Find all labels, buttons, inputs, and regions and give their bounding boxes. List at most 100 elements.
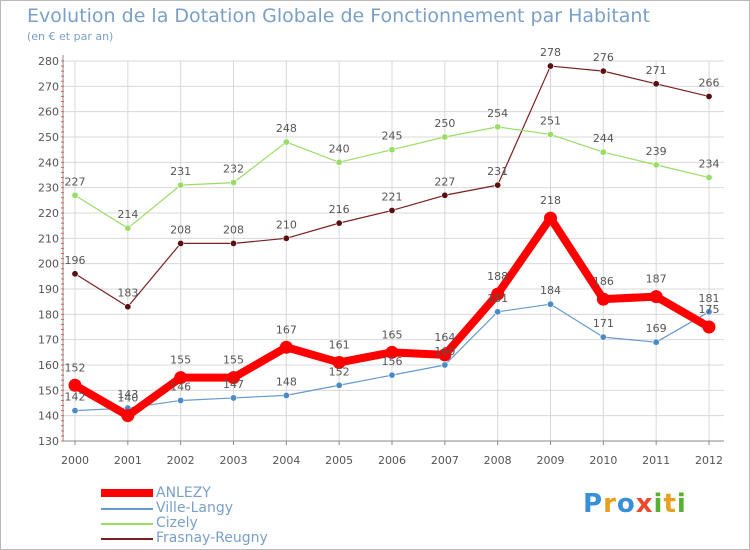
series-layer	[68, 62, 716, 423]
data-label-frasnay-reugny-2008: 231	[487, 165, 508, 178]
data-label-cizely-2011: 239	[646, 145, 667, 158]
y-tick-label-180: 180	[38, 308, 59, 321]
data-point-frasnay-reugny-2006	[388, 206, 396, 214]
logo-letter: x	[635, 489, 654, 519]
data-label-cizely-2012: 234	[699, 158, 720, 171]
y-tick-label-280: 280	[38, 55, 59, 68]
data-label-ville-langy-2002: 146	[170, 380, 191, 393]
data-label-anlezy-2006: 165	[382, 328, 403, 341]
data-label-anlezy-2003: 155	[223, 354, 244, 367]
data-point-frasnay-reugny-2011	[652, 80, 660, 88]
data-point-cizely-2001	[124, 224, 132, 232]
x-tick-label-2005: 2005	[325, 454, 353, 467]
data-point-cizely-2000	[71, 191, 79, 199]
axis-layer: 130 140 150 160 170 180 190 200 210 220 230 240 250 2…	[38, 55, 724, 467]
data-label-anlezy-2005: 161	[329, 338, 350, 351]
data-point-anlezy-2005	[332, 355, 346, 369]
data-point-cizely-2006	[388, 146, 396, 154]
data-label-anlezy-2012: 175	[699, 303, 720, 316]
data-point-frasnay-reugny-2004	[282, 234, 290, 242]
data-label-ville-langy-2007: 160	[434, 345, 455, 358]
data-label-frasnay-reugny-2011: 271	[646, 64, 667, 77]
proxiti-logo: Proxiti	[583, 489, 687, 519]
data-label-ville-langy-2012: 181	[699, 292, 720, 305]
data-label-cizely-2000: 227	[65, 175, 86, 188]
y-tick-label-190: 190	[38, 283, 59, 296]
data-label-frasnay-reugny-2002: 208	[170, 223, 191, 236]
legend-label-cizely: Cizely	[156, 515, 198, 531]
y-tick-label-240: 240	[38, 156, 59, 169]
data-label-anlezy-2009: 218	[540, 194, 561, 207]
data-label-anlezy-2007: 164	[434, 331, 455, 344]
grid-layer	[63, 60, 724, 442]
data-label-frasnay-reugny-2005: 216	[329, 203, 350, 216]
y-tick-label-260: 260	[38, 106, 59, 119]
x-tick-label-2006: 2006	[378, 454, 406, 467]
data-point-anlezy-2009	[544, 211, 557, 225]
data-label-ville-langy-2005: 152	[329, 365, 350, 378]
y-tick-label-250: 250	[38, 131, 59, 144]
data-point-anlezy-2000	[68, 378, 82, 392]
data-point-anlezy-2002	[174, 371, 188, 385]
logo-letter: r	[603, 489, 617, 519]
data-label-cizely-2003: 232	[223, 163, 244, 176]
data-point-frasnay-reugny-2001	[124, 303, 132, 311]
data-point-anlezy-2010	[596, 292, 610, 306]
legend-swatch-frasnay-reugny	[101, 538, 153, 540]
data-label-anlezy-2010: 186	[593, 275, 614, 288]
data-label-ville-langy-2009: 184	[540, 284, 561, 297]
data-label-ville-langy-2006: 156	[382, 355, 403, 368]
y-tick-label-160: 160	[38, 359, 59, 372]
data-point-ville-langy-2010	[599, 333, 607, 341]
data-label-cizely-2008: 254	[487, 107, 508, 120]
data-point-ville-langy-2002	[177, 396, 185, 404]
data-point-anlezy-2003	[227, 371, 240, 385]
data-point-cizely-2005	[335, 158, 343, 166]
logo-letter: i	[676, 489, 687, 519]
y-tick-label-270: 270	[38, 80, 59, 93]
data-point-anlezy-2001	[121, 409, 135, 423]
x-tick-label-2008: 2008	[484, 454, 512, 467]
data-point-ville-langy-2008	[494, 308, 502, 316]
x-tick-label-2011: 2011	[642, 454, 670, 467]
data-label-cizely-2004: 248	[276, 122, 297, 135]
x-tick-label-2002: 2002	[167, 454, 195, 467]
x-tick-label-2000: 2000	[61, 454, 89, 467]
y-tick-label-150: 150	[38, 384, 59, 397]
legend-label-ville-langy: Ville-Langy	[156, 500, 234, 516]
y-tick-label-210: 210	[38, 232, 59, 245]
logo-letter: t	[663, 489, 677, 519]
data-point-anlezy-2007	[438, 348, 452, 362]
data-point-cizely-2004	[282, 138, 290, 146]
data-label-ville-langy-2001: 143	[117, 388, 138, 401]
data-point-frasnay-reugny-2003	[230, 239, 238, 247]
y-tick-label-130: 130	[38, 435, 59, 448]
data-label-anlezy-2001: 140	[117, 392, 138, 405]
data-label-cizely-2007: 250	[434, 117, 455, 130]
data-point-ville-langy-2000	[71, 407, 79, 415]
data-label-ville-langy-2004: 148	[276, 375, 297, 388]
data-label-cizely-2010: 244	[593, 132, 614, 145]
chart-title: Evolution de la Dotation Globale de Fonc…	[27, 5, 650, 27]
data-label-ville-langy-2008: 181	[487, 292, 508, 305]
data-point-anlezy-2011	[649, 290, 663, 304]
data-label-anlezy-2008: 188	[487, 270, 508, 283]
data-point-ville-langy-2007	[441, 361, 449, 369]
data-point-ville-langy-2009	[546, 300, 554, 308]
data-point-ville-langy-2006	[388, 371, 396, 379]
data-label-anlezy-2000: 152	[65, 361, 86, 374]
data-label-ville-langy-2010: 171	[593, 317, 614, 330]
data-label-frasnay-reugny-2009: 278	[540, 46, 561, 59]
data-label-anlezy-2011: 187	[646, 273, 667, 286]
data-point-frasnay-reugny-2002	[177, 239, 185, 247]
data-point-ville-langy-2011	[652, 338, 660, 346]
data-label-frasnay-reugny-2010: 276	[593, 51, 614, 64]
data-point-frasnay-reugny-2012	[705, 92, 713, 100]
data-label-frasnay-reugny-2012: 266	[699, 76, 720, 89]
y-tick-label-140: 140	[38, 410, 59, 423]
data-point-cizely-2003	[230, 179, 238, 187]
y-tick-label-200: 200	[38, 258, 59, 271]
y-tick-label-170: 170	[38, 334, 59, 347]
